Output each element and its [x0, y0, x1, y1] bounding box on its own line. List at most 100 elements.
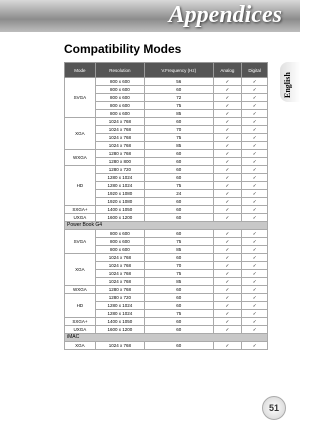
table-cell: ✓ — [241, 309, 268, 318]
table-cell: 1920 x 1080 — [94, 189, 146, 198]
table-row: 800 x 600 85 ✓ ✓ — [65, 109, 268, 118]
table-row: 1280 x 1024 60 ✓ ✓ — [65, 301, 268, 310]
column-header: Digital — [241, 62, 268, 78]
table-cell: ✓ — [241, 293, 268, 302]
table-cell: ✓ — [212, 197, 243, 206]
table-cell: ✓ — [241, 341, 268, 350]
table-cell: ✓ — [241, 317, 268, 326]
table-row: WXGA 1280 x 768 60 ✓ ✓ — [64, 149, 268, 166]
mode-cell: XGA — [64, 253, 96, 286]
table-row: 1280 x 1024 60 ✓ ✓ — [65, 173, 268, 182]
table-cell: 75 — [144, 181, 214, 190]
table-cell: ✓ — [212, 253, 243, 262]
section-row: Power Book G4 — [64, 221, 268, 230]
table-cell: 75 — [144, 309, 214, 318]
table-row: 800 x 600 72 ✓ ✓ — [65, 93, 268, 102]
table-cell: ✓ — [241, 253, 268, 262]
column-header: Analog — [212, 62, 243, 78]
table-cell: ✓ — [212, 293, 243, 302]
table-cell: 60 — [144, 197, 214, 206]
table-cell: 75 — [144, 269, 214, 278]
table-row: 800 x 600 85 ✓ ✓ — [65, 245, 268, 254]
table-cell: ✓ — [241, 325, 268, 334]
table-row: 1280 x 1024 75 ✓ ✓ — [65, 309, 268, 318]
table-row: 800 x 600 75 ✓ ✓ — [65, 237, 268, 246]
mode-cell: XGA — [64, 117, 96, 150]
table-cell: 60 — [144, 173, 214, 182]
table-cell: ✓ — [241, 213, 268, 222]
table-cell: ✓ — [241, 237, 268, 246]
table-row: UXGA 1600 x 1200 60 ✓ ✓ — [64, 325, 268, 334]
table-cell: 1280 x 800 — [94, 157, 146, 166]
table-row: XGA 1024 x 768 60 ✓ ✓ — [64, 117, 268, 150]
section-label: Power Book G4 — [64, 221, 268, 230]
table-cell: 1280 x 768 — [94, 285, 146, 294]
table-cell: ✓ — [241, 85, 268, 94]
table-cell: ✓ — [241, 109, 268, 118]
mode-cell: WXGA — [64, 285, 96, 294]
table-row: 1920 x 1080 60 ✓ ✓ — [65, 197, 268, 206]
table-cell: 60 — [144, 85, 214, 94]
table-cell: ✓ — [212, 101, 243, 110]
table-cell: 75 — [144, 101, 214, 110]
table-cell: 72 — [144, 93, 214, 102]
table-cell: ✓ — [241, 181, 268, 190]
table-cell: 1024 x 768 — [94, 253, 146, 262]
table-cell: 60 — [144, 285, 214, 294]
table-cell: ✓ — [241, 173, 268, 182]
table-row: SXGA+ 1400 x 1050 60 ✓ ✓ — [64, 205, 268, 214]
mode-cell: SVGA — [64, 229, 96, 254]
table-cell: ✓ — [241, 101, 268, 110]
table-row: 1024 x 768 75 ✓ ✓ — [65, 133, 268, 142]
table-cell: ✓ — [241, 245, 268, 254]
mode-cell: HD — [64, 165, 96, 206]
table-cell: ✓ — [241, 165, 268, 174]
table-cell: 800 x 600 — [94, 237, 146, 246]
table-cell: 800 x 600 — [94, 101, 146, 110]
table-cell: 60 — [144, 325, 214, 334]
table-cell: 60 — [144, 205, 214, 214]
table-cell: 75 — [144, 237, 214, 246]
table-cell: 85 — [144, 245, 214, 254]
table-cell: ✓ — [212, 77, 243, 86]
table-cell: 1024 x 768 — [94, 261, 146, 270]
table-cell: ✓ — [212, 269, 243, 278]
mode-cell: UXGA — [64, 213, 96, 222]
table-row: 1280 x 1024 75 ✓ ✓ — [65, 181, 268, 190]
column-header: Mode — [64, 62, 96, 78]
table-cell: ✓ — [212, 125, 243, 134]
section-label: iMAC — [64, 333, 268, 342]
table-row: 1280 x 800 60 ✓ ✓ — [65, 157, 268, 166]
header-band — [0, 0, 300, 32]
table-cell: ✓ — [212, 301, 243, 310]
table-row: 1024 x 768 85 ✓ ✓ — [65, 277, 268, 286]
page: Appendices English Compatibility Modes M… — [0, 0, 300, 420]
table-cell: ✓ — [212, 325, 243, 334]
table-row: XGA 1024 x 768 60 ✓ ✓ — [64, 253, 268, 286]
column-header: V.Frequency (Hz) — [144, 62, 214, 78]
table-cell: ✓ — [212, 157, 243, 166]
table-cell: 1024 x 768 — [94, 125, 146, 134]
table-row: HD 1280 x 720 60 ✓ ✓ — [64, 165, 268, 206]
table-cell: 800 x 600 — [94, 109, 146, 118]
table-cell: 1280 x 1024 — [94, 173, 146, 182]
table-cell: ✓ — [241, 229, 268, 238]
table-cell: ✓ — [212, 277, 243, 286]
table-cell: 85 — [144, 277, 214, 286]
table-row: SVGA 800 x 600 60 ✓ ✓ — [64, 229, 268, 254]
table-cell: 70 — [144, 125, 214, 134]
table-cell: 1280 x 720 — [94, 293, 146, 302]
table-cell: ✓ — [212, 109, 243, 118]
table-row: UXGA 1600 x 1200 60 ✓ ✓ — [64, 213, 268, 222]
table-cell: ✓ — [212, 317, 243, 326]
table-cell: 60 — [144, 293, 214, 302]
header-row: Mode Resolution V.Frequency (Hz) Analog Digi… — [64, 62, 268, 78]
table-row: 800 x 600 75 ✓ ✓ — [65, 101, 268, 110]
mode-cell: UXGA — [64, 325, 96, 334]
table-cell: 85 — [144, 109, 214, 118]
side-tab: English — [280, 62, 300, 102]
table-cell: 1400 x 1050 — [94, 317, 146, 326]
table-row: 1024 x 768 85 ✓ ✓ — [65, 141, 268, 150]
table-cell: ✓ — [212, 93, 243, 102]
table-cell: 60 — [144, 117, 214, 126]
